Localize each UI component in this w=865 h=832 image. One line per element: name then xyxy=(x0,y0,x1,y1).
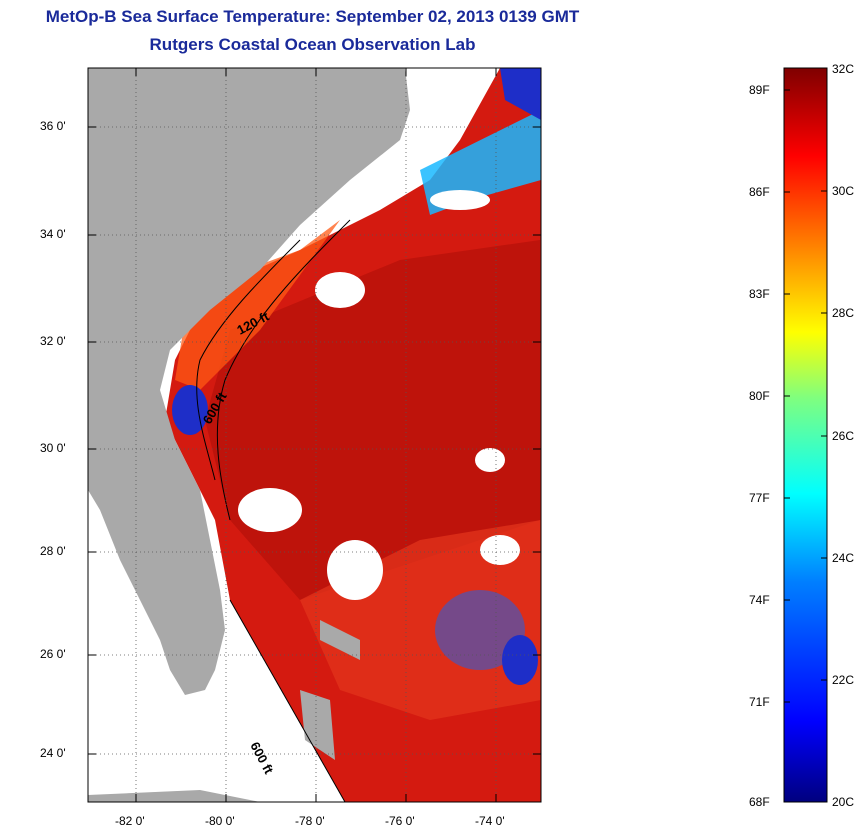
lat-label-26: 26 0' xyxy=(40,647,66,661)
cold-patch xyxy=(502,635,538,685)
cloud-patch xyxy=(430,190,490,210)
cloud-patch xyxy=(475,448,505,472)
sst-north-blue xyxy=(500,68,541,120)
colorbar-label-77f: 77F xyxy=(749,491,770,505)
colorbar-ticks xyxy=(784,89,827,703)
swath-edge xyxy=(229,599,346,802)
sst-north-cool xyxy=(420,110,541,215)
colorbar-label-20c: 20C xyxy=(832,795,855,809)
land-cuba xyxy=(88,790,260,802)
land-bahamas xyxy=(300,690,335,760)
colorbar-label-68f: 68F xyxy=(749,795,770,809)
colorbar-label-89f: 89F xyxy=(749,83,770,97)
map-title: MetOp-B Sea Surface Temperature: Septemb… xyxy=(45,7,580,26)
colorbar xyxy=(783,67,828,803)
colorbar-label-83f: 83F xyxy=(749,287,770,301)
map-subtitle: Rutgers Coastal Ocean Observation Lab xyxy=(149,35,476,54)
lat-label-36: 36 0' xyxy=(40,119,66,133)
lon-label-74: -74 0' xyxy=(475,814,505,828)
colorbar-label-80f: 80F xyxy=(749,389,770,403)
colorbar-label-26c: 26C xyxy=(832,429,855,443)
land-bahamas xyxy=(320,620,360,660)
depth-contour-120ft xyxy=(196,239,301,481)
lat-label-30: 30 0' xyxy=(40,441,66,455)
lat-label-32: 32 0' xyxy=(40,334,66,348)
colorbar-label-22c: 22C xyxy=(832,673,855,687)
lon-label-76: -76 0' xyxy=(385,814,415,828)
cold-patch xyxy=(172,385,208,435)
lat-label-34: 34 0' xyxy=(40,227,66,241)
lat-label-28: 28 0' xyxy=(40,544,66,558)
cloud-patch xyxy=(480,535,520,565)
colorbar-label-32c: 32C xyxy=(832,62,855,76)
sst-orange-nearshore xyxy=(175,220,340,390)
tick-marks xyxy=(88,68,541,802)
colorbar-label-28c: 28C xyxy=(832,306,855,320)
cool-patch xyxy=(435,590,525,670)
colorbar-label-24c: 24C xyxy=(832,551,855,565)
lat-label-24: 24 0' xyxy=(40,746,66,760)
map-frame xyxy=(87,67,542,803)
colorbar-label-86f: 86F xyxy=(749,185,770,199)
cloud-patch xyxy=(238,488,302,532)
cloud-patch xyxy=(315,272,365,308)
map-area xyxy=(88,68,541,802)
lon-label-82: -82 0' xyxy=(115,814,145,828)
colorbar-label-74f: 74F xyxy=(749,593,770,607)
depth-contour-600ft xyxy=(216,219,351,521)
colorbar-label-71f: 71F xyxy=(749,695,770,709)
colorbar-label-30c: 30C xyxy=(832,184,855,198)
lon-label-78: -78 0' xyxy=(295,814,325,828)
land-mainland xyxy=(88,68,410,695)
lon-label-80: -80 0' xyxy=(205,814,235,828)
cloud-patch xyxy=(327,540,383,600)
